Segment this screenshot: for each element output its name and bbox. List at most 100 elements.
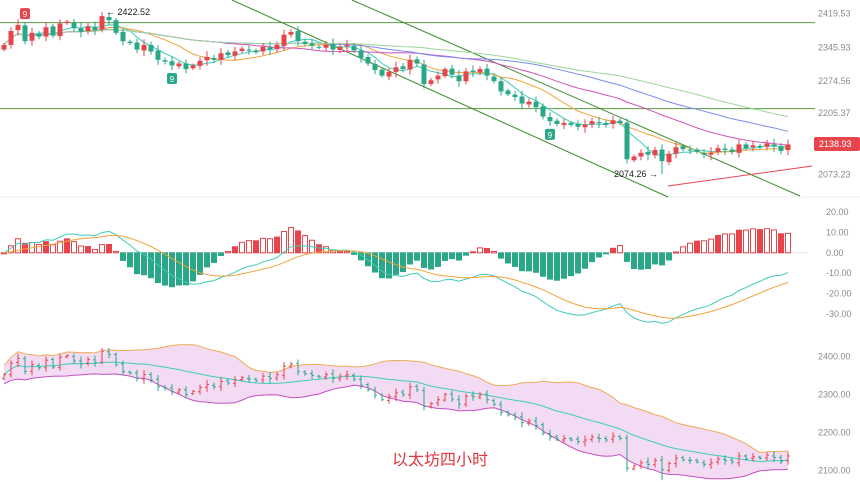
macd-histogram-bar	[85, 246, 91, 254]
price-axis-tick-label: 2345.93	[818, 43, 851, 53]
macd-histogram-bar	[729, 233, 735, 254]
low-price-annotation: 2074.26 →	[614, 169, 658, 179]
macd-histogram-bar	[379, 252, 385, 279]
macd-histogram-bar	[722, 233, 728, 254]
candle-body	[36, 33, 42, 37]
candle-body	[659, 149, 665, 162]
candle-body	[498, 81, 504, 92]
candle-body	[337, 46, 343, 51]
macd-histogram-bar	[498, 252, 504, 259]
candle-body	[708, 152, 714, 155]
macd-histogram-bar	[750, 228, 756, 254]
macd-histogram-bar	[232, 246, 238, 254]
macd-histogram-bar	[512, 252, 518, 267]
boll-axis-tick-label: 2100.00	[818, 465, 851, 475]
candle-body	[421, 64, 427, 84]
candle-body	[442, 69, 448, 77]
candle-body	[302, 41, 308, 44]
macd-histogram-bar	[694, 240, 700, 254]
macd-histogram-bar	[267, 238, 273, 254]
candle-body	[645, 151, 651, 155]
candle-body	[176, 63, 182, 67]
candle-body	[351, 45, 357, 51]
channel-upper-line	[351, 0, 801, 197]
sequence-marker-badge	[545, 128, 555, 140]
candle-body	[778, 146, 784, 151]
sequence-marker-badge	[167, 73, 177, 85]
candle-body	[407, 59, 413, 70]
macd-histogram-bar	[316, 244, 322, 254]
candle-body	[162, 60, 168, 62]
candle-body	[463, 71, 469, 82]
candle-body	[512, 94, 518, 97]
candle-body	[246, 49, 252, 51]
candle-body	[624, 122, 630, 160]
candle-body	[183, 63, 189, 70]
candle-body	[8, 30, 14, 45]
macd-histogram-bar	[484, 247, 490, 254]
bollinger-panel	[2, 344, 790, 481]
candle-body	[253, 50, 259, 53]
macd-histogram-bar	[337, 251, 343, 254]
candle-body	[666, 153, 672, 163]
macd-histogram-bar	[351, 252, 357, 255]
candle-body	[358, 50, 364, 58]
macd-histogram-bar	[78, 245, 84, 254]
candle-body	[540, 106, 546, 117]
candle-body	[211, 57, 217, 60]
candle-body	[631, 156, 637, 161]
candle-body	[400, 66, 406, 70]
macd-histogram-bar	[218, 252, 224, 256]
candle-body	[372, 63, 378, 71]
macd-histogram-bar	[638, 252, 644, 270]
macd-axis-tick-label: -30.00	[826, 309, 852, 319]
macd-histogram-bar	[771, 229, 777, 254]
candle-body	[29, 32, 35, 41]
candle-body	[127, 41, 133, 44]
macd-histogram-bar	[141, 252, 147, 276]
candle-body	[393, 67, 399, 72]
candle-body	[533, 101, 539, 108]
macd-dea-line	[3, 234, 789, 319]
macd-histogram-bar	[428, 252, 434, 270]
macd-histogram-bar	[120, 252, 126, 261]
macd-histogram-bar	[113, 250, 119, 254]
macd-histogram-bar	[281, 231, 287, 254]
candle-body	[729, 149, 735, 152]
candle-body	[148, 44, 154, 52]
candle-body	[701, 152, 707, 155]
candle-body	[204, 57, 210, 61]
macd-histogram-bar	[743, 229, 749, 254]
candle-body	[484, 68, 490, 76]
ma-slow-line-1	[3, 28, 789, 146]
candle-body	[596, 122, 602, 124]
candle-body	[106, 17, 112, 21]
macd-histogram-bar	[15, 238, 21, 254]
candle-body	[505, 90, 511, 95]
macd-histogram-bar	[680, 246, 686, 254]
candle-body	[99, 16, 105, 30]
candle-body	[561, 123, 567, 125]
candle-body	[141, 44, 147, 51]
candle-body	[43, 27, 49, 37]
price-axis-tick-label: 2073.23	[818, 170, 851, 180]
macd-histogram-bar	[456, 252, 462, 261]
candle-body	[477, 69, 483, 73]
candle-body	[57, 23, 63, 37]
candle-body	[687, 149, 693, 151]
macd-histogram-bar	[260, 237, 266, 254]
candle-body	[239, 48, 245, 51]
candle-body	[120, 31, 126, 42]
candle-body	[288, 31, 294, 35]
macd-histogram-bar	[491, 250, 497, 254]
macd-histogram-bar	[701, 240, 707, 254]
candle-body	[547, 116, 553, 122]
candle-body	[309, 43, 315, 46]
macd-histogram-bar	[36, 244, 42, 254]
macd-histogram-bar	[554, 252, 560, 281]
candle-body	[582, 124, 588, 128]
candle-body	[386, 71, 392, 77]
candle-body	[232, 51, 238, 56]
ma-fast-line	[3, 24, 789, 156]
candle-body	[225, 52, 231, 56]
